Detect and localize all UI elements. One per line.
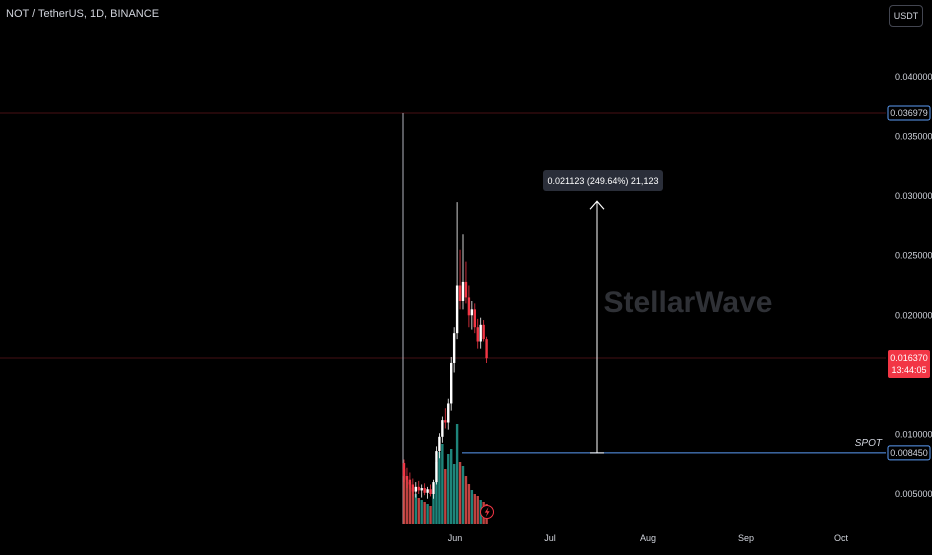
candle-body[interactable] [482, 324, 485, 340]
volume-bar [429, 506, 432, 524]
volume-bar [444, 469, 447, 524]
volume-bar [467, 484, 471, 524]
candle-body[interactable] [485, 339, 488, 359]
candle-body[interactable] [411, 484, 415, 492]
currency-button[interactable]: USDT [889, 5, 923, 27]
candle-body[interactable] [435, 451, 438, 483]
volume-bar [452, 464, 456, 524]
volume-bar [473, 494, 476, 524]
candle-body[interactable] [405, 476, 409, 480]
volume-bar [417, 498, 420, 524]
volume-bar [435, 462, 438, 524]
candle-body[interactable] [464, 281, 468, 298]
symbol-title[interactable]: NOT / TetherUS, 1D, BINANCE [6, 8, 160, 20]
volume-bar [420, 500, 423, 524]
last-price-countdown: 13:44:05 [891, 365, 926, 375]
volume-bar [402, 469, 406, 524]
volume-bar [405, 476, 409, 524]
y-tick-label: 0.005000 [895, 489, 932, 499]
volume-bar [411, 488, 415, 524]
candle-body[interactable] [447, 403, 450, 423]
volume-bar [461, 466, 465, 524]
candle-body[interactable] [438, 436, 441, 452]
watermark-text: StellarWave [604, 286, 773, 319]
candle-body[interactable] [441, 420, 444, 437]
volume-bar [455, 424, 459, 524]
top-level-price-label: 0.036979 [890, 108, 928, 118]
volume-bar [470, 490, 474, 524]
volume-bar [423, 502, 426, 524]
y-tick-label: 0.010000 [895, 429, 932, 439]
volume-bar [432, 494, 435, 524]
candle-body[interactable] [414, 486, 417, 492]
candle-body[interactable] [423, 488, 426, 493]
x-tick-label: Sep [738, 533, 754, 543]
candle-body[interactable] [467, 297, 471, 316]
candle-body[interactable] [402, 463, 406, 477]
spot-label: SPOT [855, 438, 883, 449]
volume-bar [426, 504, 429, 524]
candle-body[interactable] [408, 479, 412, 485]
spot-price-label: 0.008450 [890, 448, 928, 458]
y-tick-label: 0.030000 [895, 191, 932, 201]
volume-bar [450, 449, 453, 524]
candle-body[interactable] [473, 309, 476, 328]
last-price-badge[interactable] [888, 350, 930, 378]
candle-body[interactable] [417, 486, 420, 491]
volume-bar [447, 454, 450, 524]
y-tick-label: 0.040000 [895, 72, 932, 82]
x-tick-label: Jun [448, 533, 463, 543]
candle-body[interactable] [470, 309, 474, 316]
volume-bar [441, 444, 444, 524]
candle-body[interactable] [432, 482, 435, 494]
candle-body[interactable] [420, 488, 423, 491]
volume-bar [476, 496, 479, 524]
candle-body[interactable] [429, 489, 432, 494]
y-tick-label: 0.035000 [895, 132, 932, 142]
candle-body[interactable] [426, 489, 429, 493]
spot-price-box[interactable] [887, 445, 931, 461]
candle-body[interactable] [458, 285, 462, 301]
volume-bar [438, 452, 441, 524]
volume-bar [408, 482, 412, 524]
y-tick-label: 0.020000 [895, 310, 932, 320]
candle-body[interactable] [461, 281, 465, 301]
candle-body[interactable] [479, 324, 482, 342]
top-level-price-box[interactable] [887, 105, 931, 121]
measure-label-box [543, 170, 663, 191]
volume-bar [458, 462, 462, 524]
lightning-icon-glyph [484, 507, 490, 517]
volume-bar [414, 494, 417, 524]
x-tick-label: Aug [640, 533, 656, 543]
candle-body[interactable] [444, 420, 447, 423]
measure-arrow-head [589, 200, 605, 210]
candle-body[interactable] [452, 333, 456, 363]
x-tick-label: Oct [834, 533, 849, 543]
candle-body[interactable] [450, 362, 453, 404]
x-tick-label: Jul [544, 533, 556, 543]
candle-body[interactable] [476, 327, 479, 342]
candle-body[interactable] [455, 285, 459, 334]
y-tick-label: 0.025000 [895, 251, 932, 261]
last-price-value: 0.016370 [890, 353, 928, 363]
measure-label: 0.021123 (249.64%) 21,123 [548, 176, 659, 186]
volume-bar [464, 476, 468, 524]
